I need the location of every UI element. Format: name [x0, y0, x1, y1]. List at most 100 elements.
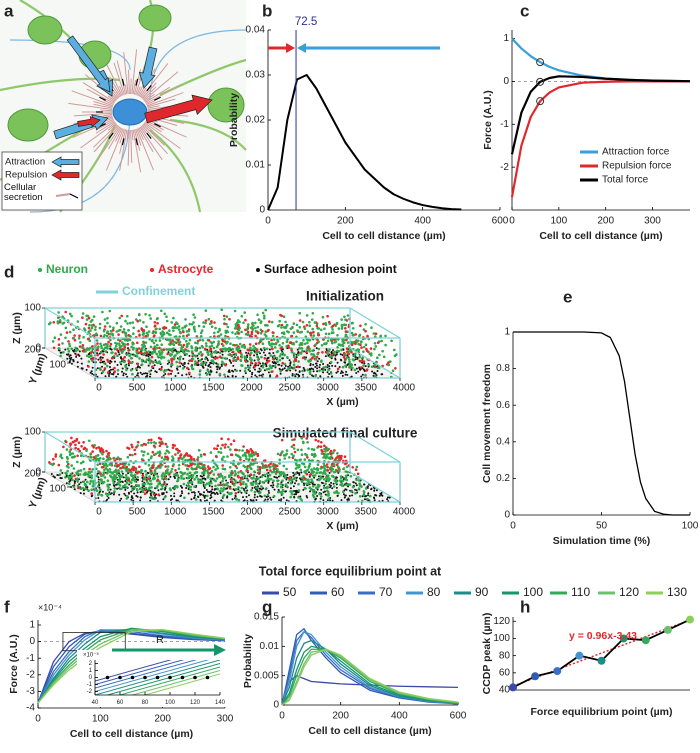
astrocyte: [157, 493, 160, 497]
neuron: [243, 311, 246, 314]
astrocyte: [279, 347, 283, 350]
neuron: [166, 465, 170, 468]
adhesion-point: [164, 486, 167, 489]
y-tick-label: 0.4: [496, 436, 510, 447]
astrocyte: [96, 342, 99, 345]
adhesion-point: [242, 487, 245, 490]
neuron: [51, 463, 54, 467]
astrocyte: [78, 334, 81, 338]
neuron: [145, 325, 148, 329]
neuron: [298, 346, 301, 350]
neuron: [177, 477, 180, 481]
neuron: [102, 343, 106, 347]
neuron: [131, 488, 134, 492]
astrocyte: [99, 334, 103, 338]
astrocyte: [267, 359, 271, 363]
secretion-arrow: [154, 96, 161, 101]
neuron: [247, 323, 250, 326]
adhesion-point: [326, 371, 329, 374]
astrocyte: [312, 330, 315, 334]
neuron: [280, 326, 283, 329]
adhesion-point: [281, 357, 284, 360]
neuron: [318, 492, 321, 496]
neuron: [162, 370, 166, 373]
z-tick-label: 0: [35, 467, 41, 478]
adhesion-point: [75, 355, 78, 358]
astrocyte: [125, 465, 128, 469]
neuron: [336, 452, 339, 455]
adhesion-point: [354, 363, 357, 366]
astrocyte: [158, 444, 162, 448]
neuron: [307, 482, 310, 486]
astrocyte: [110, 357, 114, 360]
legend-label: 50: [283, 585, 297, 599]
astrocyte: [199, 462, 202, 466]
neuron: [327, 349, 331, 353]
neuron: [278, 344, 281, 347]
adhesion-point: [225, 479, 228, 482]
neuron: [280, 491, 283, 494]
neuron: [224, 334, 227, 338]
neuron: [238, 327, 241, 330]
equilibrium-point: [193, 675, 197, 680]
astrocyte: [127, 349, 130, 352]
adhesion-point: [190, 479, 193, 481]
adhesion-point: [267, 480, 270, 483]
adhesion-point: [272, 352, 275, 354]
neuron: [170, 470, 173, 473]
neurite: [149, 129, 202, 213]
astrocyte: [221, 464, 224, 467]
neuron: [96, 346, 100, 350]
adhesion-point: [219, 366, 222, 369]
legend-dot: [150, 268, 154, 272]
astrocyte: [64, 310, 67, 314]
astrocyte: [151, 365, 154, 369]
astrocyte: [109, 342, 113, 346]
legend-label: Cellular secretion: [4, 183, 43, 203]
astrocyte: [114, 352, 117, 355]
neuron: [170, 363, 174, 367]
neuron: [68, 453, 72, 457]
adhesion-point: [373, 489, 376, 492]
adhesion-point: [316, 488, 319, 491]
y-tick-label: 0.01: [246, 160, 266, 171]
neuron: [327, 368, 330, 372]
neuron: [229, 448, 232, 451]
astrocyte: [99, 358, 103, 362]
adhesion-point: [101, 365, 103, 368]
neuron: [292, 447, 296, 450]
inset-scale-label: ×10⁻⁵: [83, 652, 99, 659]
neuron: [304, 452, 307, 456]
adhesion-point: [121, 480, 124, 483]
neuron: [182, 334, 185, 338]
neuron: [234, 487, 238, 491]
astrocyte: [69, 448, 73, 451]
x-tick-label: 500: [129, 383, 146, 394]
neuron: [85, 354, 89, 358]
neuron: [156, 355, 160, 358]
legend-label: 130: [667, 585, 687, 599]
secretion-fiber: [146, 100, 155, 106]
neuron: [191, 357, 195, 361]
neuron: [118, 484, 122, 487]
neuron: [220, 487, 223, 490]
neuron: [158, 350, 161, 353]
neuron: [219, 447, 223, 450]
neuron: [223, 467, 227, 471]
neuron: [109, 474, 112, 478]
astrocyte: [228, 317, 231, 321]
neuron: [140, 443, 143, 447]
neuron: [323, 478, 326, 481]
astrocyte: [54, 455, 57, 458]
neuron: [268, 343, 272, 347]
neuron: [189, 480, 192, 484]
neuron: [294, 458, 297, 462]
adhesion-point: [206, 490, 209, 493]
adhesion-point: [340, 370, 343, 373]
neuron: [306, 341, 309, 345]
neuron: [151, 351, 154, 355]
y-tick-label: -1: [500, 119, 509, 130]
astrocyte: [350, 343, 354, 347]
neuron: [147, 441, 150, 445]
neuron: [221, 467, 225, 471]
